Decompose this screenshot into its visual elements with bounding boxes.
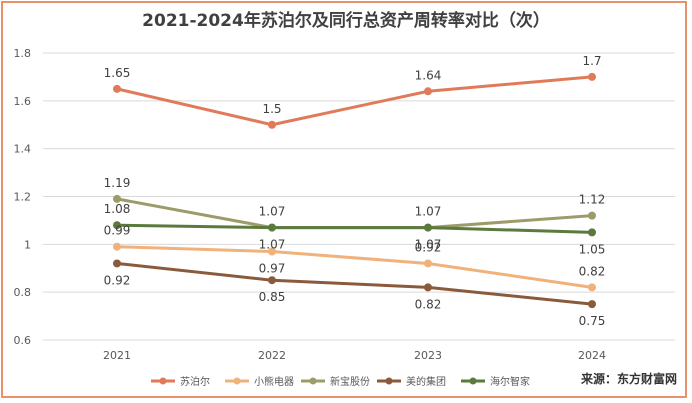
legend-label: 海尔智家 (490, 375, 530, 388)
legend-item: 小熊电器 (225, 375, 294, 388)
data-label: 0.75 (579, 314, 606, 328)
data-label: 1.07 (259, 205, 286, 219)
series-line (115, 223, 594, 234)
data-point (588, 300, 596, 309)
data-label: 0.82 (415, 297, 442, 311)
legend: 苏泊尔 小熊电器 新宝股份 美的集团 海尔智家 (151, 375, 530, 388)
series-line (115, 261, 594, 306)
y-tick-label: 0.8 (14, 286, 32, 299)
series-line (115, 197, 594, 230)
data-label: 1.07 (259, 238, 286, 252)
data-point (113, 242, 121, 251)
legend-item: 苏泊尔 (151, 375, 210, 388)
x-tick-label: 2021 (103, 349, 131, 362)
series-4 (113, 221, 596, 237)
y-tick-label: 0.6 (14, 334, 32, 347)
legend-swatch-marker (159, 377, 167, 385)
gridlines (43, 52, 675, 341)
data-point (113, 259, 121, 268)
data-point (268, 247, 276, 256)
legend-item: 海尔智家 (461, 375, 530, 388)
y-tick-label: 1 (24, 238, 31, 251)
data-point (113, 194, 121, 203)
data-point (424, 259, 432, 268)
legend-label: 新宝股份 (330, 375, 370, 388)
legend-label: 苏泊尔 (180, 375, 210, 388)
data-point (588, 283, 596, 292)
legend-item: 新宝股份 (301, 375, 370, 388)
data-label: 1.07 (415, 205, 442, 219)
y-tick-label: 1.2 (14, 191, 32, 204)
legend-label: 小熊电器 (254, 375, 294, 388)
data-label: 1.12 (579, 193, 606, 207)
data-label: 0.99 (104, 224, 131, 238)
data-label: 1.07 (415, 238, 442, 252)
series-1 (113, 242, 596, 292)
y-axis: 0.6 0.8 1 1.2 1.4 1.6 1.8 (14, 47, 32, 347)
data-point (588, 228, 596, 237)
legend-swatch-marker (233, 377, 241, 385)
data-label: 1.7 (582, 54, 601, 68)
data-point (268, 276, 276, 285)
data-label: 1.19 (104, 176, 131, 190)
data-label: 0.82 (579, 264, 606, 278)
data-point (424, 283, 432, 292)
data-point (268, 120, 276, 129)
y-tick-label: 1.8 (14, 47, 32, 60)
data-label: 0.92 (415, 240, 442, 254)
legend-swatch-marker (385, 377, 393, 385)
data-point (588, 211, 596, 220)
data-labels: 1.65 1.5 1.64 1.7 0.99 0.97 0.92 0.82 1.19 1.07 1.… (104, 54, 606, 328)
legend-label: 美的集团 (406, 375, 446, 388)
legend-item: 美的集团 (377, 375, 446, 388)
data-label: 1.08 (104, 202, 131, 216)
data-label: 1.05 (579, 242, 606, 256)
series-line (115, 75, 594, 127)
x-tick-label: 2024 (578, 349, 606, 362)
chart-title: 2021-2024年苏泊尔及同行总资产周转率对比（次） (142, 10, 550, 31)
data-label: 0.85 (259, 290, 286, 304)
data-point (113, 221, 121, 230)
x-axis: 2021 2022 2023 2024 (103, 349, 606, 362)
data-label: 1.64 (415, 68, 442, 82)
series-line (115, 245, 594, 289)
legend-swatch-marker (309, 377, 317, 385)
data-point (424, 87, 432, 96)
data-label: 1.65 (104, 66, 131, 80)
data-point (588, 72, 596, 81)
source-note: 来源：东方财富网 (580, 371, 677, 386)
data-label: 0.97 (259, 262, 286, 276)
data-point (113, 84, 121, 93)
data-point (268, 223, 276, 232)
x-tick-label: 2023 (414, 349, 442, 362)
series-0 (113, 72, 596, 129)
data-label: 0.92 (104, 273, 131, 287)
data-label: 1.5 (262, 102, 281, 116)
x-tick-label: 2022 (258, 349, 286, 362)
data-point (424, 223, 432, 232)
y-tick-label: 1.6 (14, 95, 32, 108)
y-tick-label: 1.4 (14, 143, 32, 156)
legend-swatch-marker (469, 377, 477, 385)
series-3 (113, 259, 596, 309)
series-layer (113, 72, 596, 309)
